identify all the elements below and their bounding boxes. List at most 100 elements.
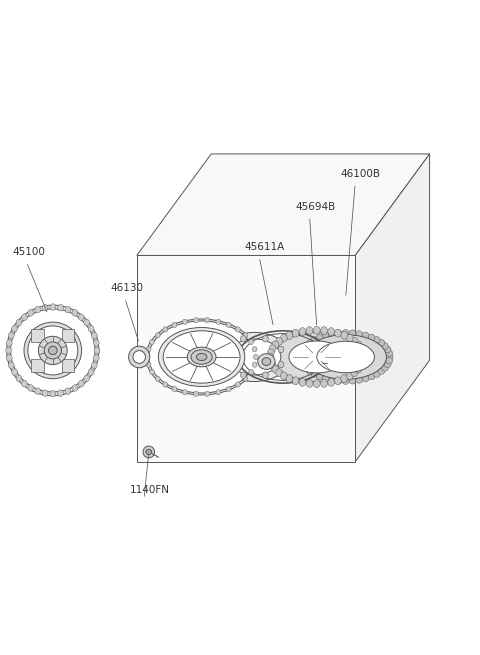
Ellipse shape bbox=[321, 327, 327, 335]
Ellipse shape bbox=[216, 319, 221, 324]
Ellipse shape bbox=[355, 341, 361, 349]
Ellipse shape bbox=[384, 346, 391, 353]
Ellipse shape bbox=[50, 304, 56, 310]
Ellipse shape bbox=[145, 354, 150, 360]
Text: 46100B: 46100B bbox=[341, 169, 381, 179]
Ellipse shape bbox=[72, 310, 78, 316]
Ellipse shape bbox=[91, 362, 97, 369]
Ellipse shape bbox=[306, 327, 313, 335]
Ellipse shape bbox=[336, 330, 342, 337]
Ellipse shape bbox=[84, 375, 89, 382]
Ellipse shape bbox=[373, 337, 380, 343]
Ellipse shape bbox=[50, 390, 56, 397]
Ellipse shape bbox=[322, 332, 329, 339]
Ellipse shape bbox=[272, 341, 279, 349]
Ellipse shape bbox=[386, 350, 393, 356]
Ellipse shape bbox=[7, 305, 99, 396]
Ellipse shape bbox=[360, 357, 366, 365]
FancyBboxPatch shape bbox=[62, 359, 74, 372]
Ellipse shape bbox=[88, 369, 94, 375]
Ellipse shape bbox=[289, 341, 345, 373]
Ellipse shape bbox=[143, 446, 155, 458]
Ellipse shape bbox=[225, 346, 231, 353]
Ellipse shape bbox=[300, 361, 307, 367]
Ellipse shape bbox=[267, 353, 274, 361]
Ellipse shape bbox=[146, 449, 152, 455]
Ellipse shape bbox=[227, 386, 231, 392]
Ellipse shape bbox=[191, 350, 212, 364]
Ellipse shape bbox=[267, 357, 274, 365]
Ellipse shape bbox=[228, 339, 281, 375]
Ellipse shape bbox=[146, 362, 151, 367]
Ellipse shape bbox=[12, 326, 17, 332]
Ellipse shape bbox=[42, 305, 48, 311]
Ellipse shape bbox=[91, 332, 97, 339]
Ellipse shape bbox=[313, 380, 320, 388]
Ellipse shape bbox=[129, 346, 150, 367]
Ellipse shape bbox=[58, 390, 63, 396]
Ellipse shape bbox=[218, 332, 290, 381]
Ellipse shape bbox=[278, 346, 284, 353]
Text: 45694B: 45694B bbox=[295, 202, 336, 212]
Ellipse shape bbox=[28, 310, 34, 316]
Ellipse shape bbox=[303, 365, 310, 371]
Ellipse shape bbox=[249, 339, 253, 345]
Ellipse shape bbox=[341, 331, 348, 339]
Ellipse shape bbox=[386, 358, 393, 364]
Ellipse shape bbox=[298, 354, 305, 360]
Ellipse shape bbox=[35, 388, 41, 394]
Ellipse shape bbox=[378, 368, 384, 375]
Ellipse shape bbox=[9, 332, 14, 339]
Ellipse shape bbox=[360, 353, 367, 361]
Ellipse shape bbox=[299, 379, 306, 386]
Ellipse shape bbox=[358, 362, 364, 369]
Ellipse shape bbox=[240, 372, 246, 379]
Ellipse shape bbox=[299, 328, 306, 335]
Ellipse shape bbox=[182, 390, 187, 395]
Ellipse shape bbox=[158, 328, 245, 386]
Ellipse shape bbox=[276, 337, 283, 345]
Ellipse shape bbox=[341, 375, 348, 383]
Ellipse shape bbox=[253, 354, 258, 360]
Ellipse shape bbox=[24, 322, 82, 379]
Ellipse shape bbox=[329, 377, 336, 383]
Ellipse shape bbox=[205, 318, 210, 323]
Ellipse shape bbox=[172, 386, 177, 392]
Ellipse shape bbox=[362, 332, 369, 339]
Ellipse shape bbox=[329, 331, 336, 337]
Ellipse shape bbox=[196, 353, 207, 360]
Ellipse shape bbox=[205, 391, 210, 396]
Ellipse shape bbox=[78, 381, 84, 387]
Ellipse shape bbox=[9, 362, 14, 369]
Ellipse shape bbox=[182, 319, 187, 324]
Ellipse shape bbox=[360, 349, 366, 357]
Ellipse shape bbox=[44, 342, 61, 359]
Ellipse shape bbox=[328, 328, 335, 335]
Polygon shape bbox=[137, 255, 355, 462]
Ellipse shape bbox=[252, 362, 257, 367]
Ellipse shape bbox=[300, 346, 307, 353]
Ellipse shape bbox=[307, 339, 313, 346]
Ellipse shape bbox=[356, 331, 362, 337]
Ellipse shape bbox=[269, 362, 276, 369]
Ellipse shape bbox=[187, 347, 216, 367]
Ellipse shape bbox=[342, 329, 349, 336]
Ellipse shape bbox=[328, 379, 335, 386]
Ellipse shape bbox=[313, 326, 320, 334]
Ellipse shape bbox=[356, 377, 362, 383]
Ellipse shape bbox=[65, 307, 71, 313]
Ellipse shape bbox=[286, 331, 293, 339]
Text: 45611A: 45611A bbox=[245, 242, 285, 252]
Ellipse shape bbox=[35, 307, 41, 313]
Ellipse shape bbox=[150, 339, 155, 345]
Ellipse shape bbox=[276, 369, 283, 377]
Ellipse shape bbox=[272, 365, 279, 373]
Ellipse shape bbox=[292, 329, 299, 337]
Ellipse shape bbox=[305, 335, 386, 379]
Ellipse shape bbox=[351, 369, 358, 377]
Ellipse shape bbox=[335, 329, 341, 337]
Ellipse shape bbox=[317, 341, 374, 373]
Polygon shape bbox=[137, 154, 430, 255]
Ellipse shape bbox=[382, 343, 388, 349]
Ellipse shape bbox=[316, 373, 323, 380]
